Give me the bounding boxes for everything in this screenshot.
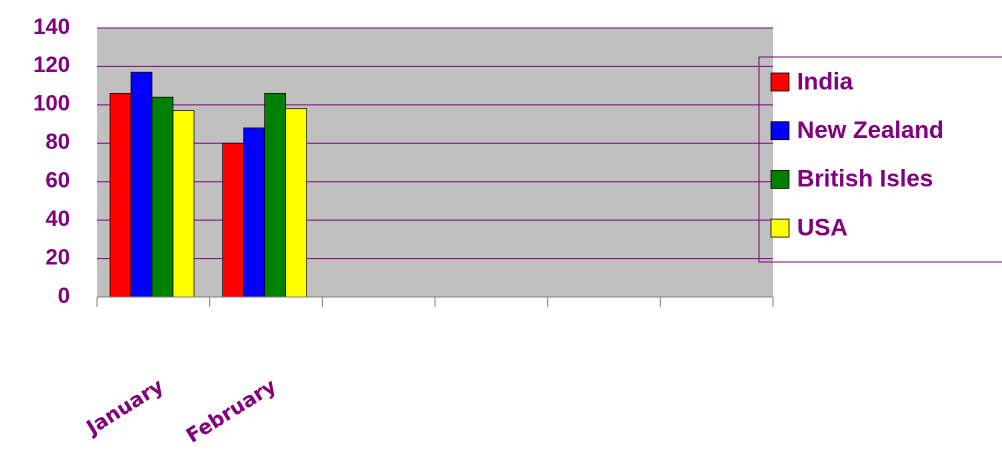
plot-area — [97, 28, 773, 297]
x-tick-label: February — [182, 374, 281, 448]
legend-label: British Isles — [797, 166, 933, 193]
y-tick-label: 140 — [33, 14, 70, 39]
legend-swatch — [770, 218, 790, 238]
legend-swatch — [770, 72, 790, 92]
y-tick-label: 120 — [33, 52, 70, 77]
bar — [222, 142, 245, 298]
x-tick-label: January — [80, 374, 167, 441]
legend-label: India — [797, 68, 854, 95]
y-tick-label: 40 — [46, 206, 70, 231]
y-tick-label: 100 — [33, 91, 70, 116]
legend-label: USA — [797, 214, 848, 241]
bar — [285, 108, 308, 298]
legend-swatch — [770, 169, 790, 189]
y-tick-label: 60 — [46, 168, 70, 193]
bar — [130, 71, 153, 298]
bar — [243, 127, 266, 298]
bar — [109, 92, 132, 298]
legend-box — [758, 56, 1002, 263]
bar — [172, 110, 195, 298]
y-tick-label: 20 — [46, 244, 70, 269]
legend-swatch — [770, 121, 790, 141]
y-tick-label: 0 — [58, 283, 70, 308]
bar — [151, 96, 174, 298]
y-tick-label: 80 — [46, 129, 70, 154]
legend-label: New Zealand — [797, 117, 944, 144]
bar — [264, 92, 287, 298]
